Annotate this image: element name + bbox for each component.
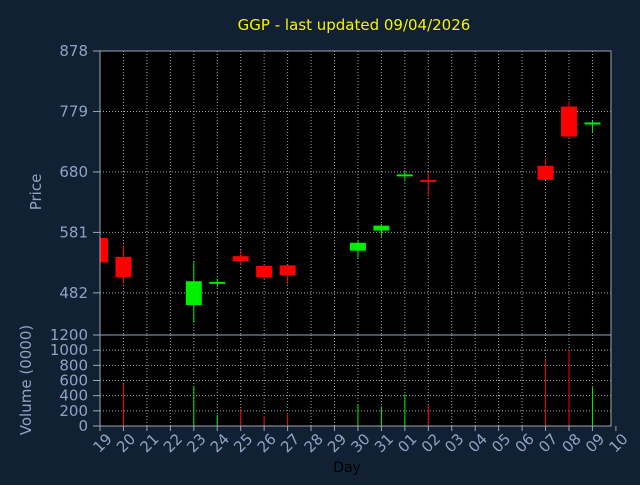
x-tick-label: 27	[277, 430, 303, 456]
x-axis-ticks: 1920212223242526272829303101020304050607…	[90, 426, 632, 456]
candle-body	[561, 106, 577, 137]
x-tick-label: 26	[254, 430, 280, 456]
candle-body	[256, 265, 273, 277]
volume-tick-label: 600	[59, 372, 88, 390]
price-axis-ticks: 878 779 680 581 482	[59, 42, 100, 302]
x-tick-label: 03	[441, 430, 467, 456]
x-tick-label: 30	[347, 430, 373, 456]
x-axis-label: Day	[333, 460, 361, 476]
price-tick-label: 581	[59, 223, 88, 241]
price-tick-label: 779	[59, 102, 88, 120]
x-tick-label: 31	[371, 430, 397, 456]
x-tick-label: 28	[301, 430, 327, 456]
candle-body	[232, 256, 249, 262]
x-tick-label: 10	[605, 430, 631, 456]
volume-bars	[122, 349, 593, 426]
price-panel-background	[100, 51, 611, 335]
x-tick-label: 06	[512, 430, 538, 456]
volume-tick-label: 1000	[50, 341, 88, 359]
x-tick-label: 08	[559, 430, 585, 456]
x-tick-label: 19	[90, 430, 116, 456]
candle-body	[396, 174, 413, 177]
chart-title: GGP - last updated 09/04/2026	[238, 16, 471, 34]
x-tick-label: 24	[207, 430, 233, 456]
x-tick-label: 20	[113, 430, 139, 456]
candle-body	[584, 122, 601, 125]
price-tick-label: 878	[59, 42, 88, 60]
volume-grid	[100, 335, 611, 426]
x-tick-label: 29	[324, 430, 350, 456]
volume-axis-label: Volume (0000)	[17, 325, 35, 435]
x-tick-label: 25	[230, 430, 256, 456]
candle-body	[420, 179, 437, 182]
x-tick-label: 21	[136, 430, 162, 456]
x-tick-label: 01	[394, 430, 420, 456]
volume-tick-label: 0	[78, 417, 88, 435]
price-tick-label: 482	[59, 284, 88, 302]
volume-tick-label: 400	[59, 387, 88, 405]
candle-body	[349, 242, 366, 251]
x-tick-label: 22	[160, 430, 186, 456]
volume-tick-label: 1200	[50, 326, 88, 344]
candle-body	[115, 256, 132, 277]
price-tick-label: 680	[59, 163, 88, 181]
candle-body	[373, 225, 390, 231]
x-tick-label: 07	[535, 430, 561, 456]
candle-body	[537, 165, 554, 180]
x-tick-label: 05	[488, 430, 514, 456]
price-axis-label: Price	[27, 174, 45, 211]
x-tick-label: 02	[418, 430, 444, 456]
candle-body	[100, 237, 108, 263]
x-tick-label: 23	[183, 430, 209, 456]
volume-tick-label: 200	[59, 402, 88, 420]
candle-body	[185, 281, 202, 306]
candle-body	[279, 265, 296, 276]
x-tick-label: 09	[582, 430, 608, 456]
candle-body	[209, 281, 226, 284]
x-tick-label: 04	[465, 430, 491, 456]
volume-tick-label: 800	[59, 356, 88, 374]
